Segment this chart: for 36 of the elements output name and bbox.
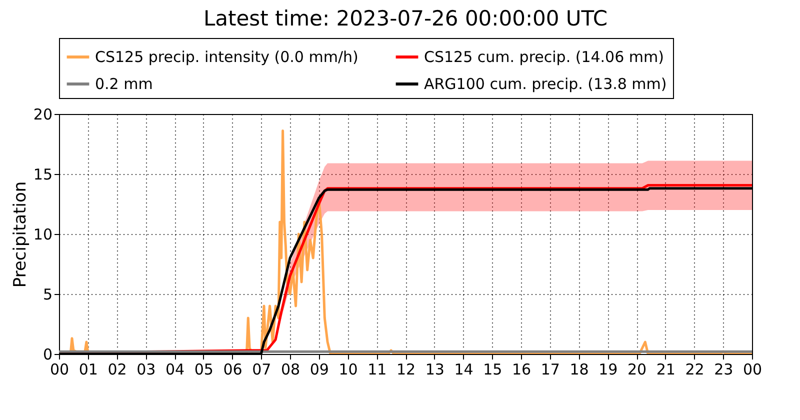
x-tick-label: 11: [368, 360, 387, 378]
x-tick-label: 04: [165, 360, 185, 378]
x-tick-label: 13: [425, 360, 444, 378]
x-tick-label: 08: [280, 360, 300, 378]
legend-label: CS125 precip. intensity (0.0 mm/h): [95, 48, 358, 66]
legend-label: 0.2 mm: [95, 75, 153, 93]
x-tick-label: 00: [742, 360, 762, 378]
y-tick-label: 5: [42, 286, 52, 304]
x-tick-label: 00: [50, 360, 70, 378]
x-tick-label: 14: [454, 360, 474, 378]
x-tick-label: 16: [512, 360, 532, 378]
x-tick-label: 18: [570, 360, 589, 378]
y-tick-label: 20: [33, 106, 52, 124]
x-tick-label: 01: [78, 360, 98, 378]
x-tick-label: 02: [108, 360, 127, 378]
x-tick-label: 10: [338, 360, 358, 378]
x-tick-label: 17: [540, 360, 560, 378]
x-tick-label: 23: [714, 360, 734, 378]
x-tick-label: 09: [310, 360, 329, 378]
x-tick-label: 15: [483, 360, 502, 378]
x-tick-label: 12: [396, 360, 416, 378]
x-tick-label: 19: [598, 360, 618, 378]
x-tick-label: 21: [656, 360, 676, 378]
y-axis-title: Precipitation: [10, 181, 30, 288]
x-tick-label: 06: [223, 360, 242, 378]
y-tick-label: 15: [33, 166, 52, 184]
x-tick-label: 22: [685, 360, 704, 378]
x-tick-label: 05: [194, 360, 214, 378]
y-tick-label: 0: [42, 346, 52, 364]
y-tick-label: 10: [33, 226, 52, 244]
x-tick-label: 07: [252, 360, 272, 378]
x-tick-label: 03: [136, 360, 156, 378]
chart-title: Latest time: 2023-07-26 00:00:00 UTC: [203, 6, 608, 30]
legend-label: CS125 cum. precip. (14.06 mm): [424, 48, 664, 66]
legend-label: ARG100 cum. precip. (13.8 mm): [424, 75, 667, 93]
x-tick-label: 20: [627, 360, 647, 378]
